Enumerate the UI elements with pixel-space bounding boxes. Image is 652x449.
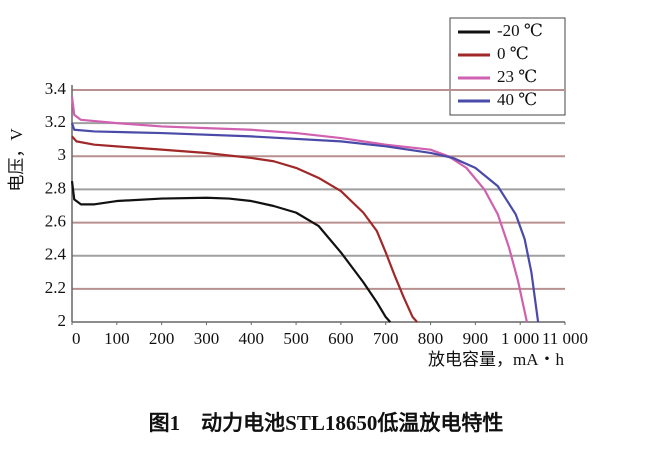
- x-tick-label: 600: [328, 329, 354, 348]
- y-tick-label: 3.4: [45, 79, 67, 98]
- x-tick-label: 300: [194, 329, 220, 348]
- x-tick-label: 1 000: [501, 329, 539, 348]
- x-axis-label: 放电容量，mA・h: [428, 350, 564, 369]
- y-tick-label: 3.2: [45, 112, 66, 131]
- legend-label: 0 ℃: [497, 44, 529, 63]
- series-line: [71, 135, 418, 323]
- y-tick-label: 2.8: [45, 178, 66, 197]
- legend-label: 40 ℃: [497, 90, 537, 109]
- legend-label: -20 ℃: [497, 21, 543, 40]
- legend-label: 23 ℃: [497, 67, 537, 86]
- series-line: [70, 181, 392, 323]
- x-tick-label: 900: [463, 329, 489, 348]
- y-tick-label: 2.4: [45, 245, 67, 264]
- y-tick-label: 2: [58, 311, 67, 330]
- x-tick-label: 400: [239, 329, 265, 348]
- series-line: [70, 122, 540, 323]
- x-tick-label: 0: [72, 329, 81, 348]
- legend-box: [449, 17, 566, 116]
- series-line: [70, 96, 528, 323]
- y-tick-label: 3: [58, 145, 67, 164]
- y-tick-label: 2.6: [45, 211, 66, 230]
- x-tick-label: 800: [418, 329, 444, 348]
- x-tick-label: 200: [149, 329, 175, 348]
- y-axis-label: 电压，V: [7, 128, 26, 192]
- chart-title: 图1 动力电池STL18650低温放电特性: [149, 411, 504, 435]
- x-tick-label: 11 000: [542, 329, 588, 348]
- x-tick-label: 500: [283, 329, 309, 348]
- x-tick-label: 700: [373, 329, 399, 348]
- y-tick-label: 2.2: [45, 278, 66, 297]
- x-tick-label: 100: [104, 329, 130, 348]
